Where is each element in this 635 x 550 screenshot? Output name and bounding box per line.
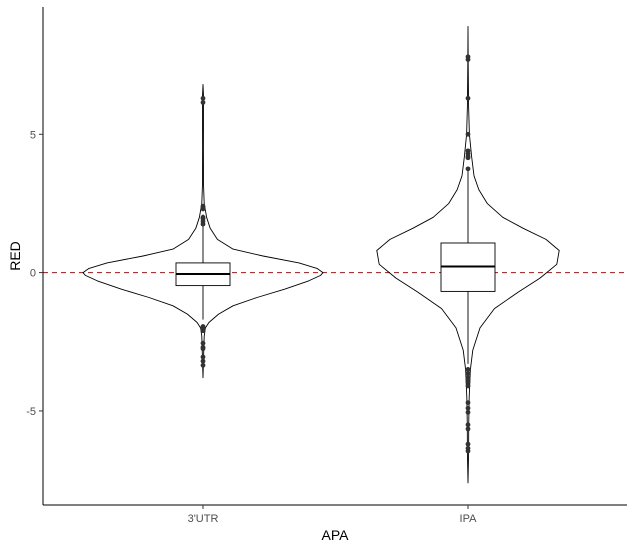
outlier-point bbox=[465, 155, 471, 161]
outlier-point bbox=[465, 57, 471, 62]
outlier-point bbox=[200, 100, 206, 105]
outlier-point bbox=[465, 95, 471, 101]
outlier-point bbox=[465, 131, 471, 137]
outlier-point bbox=[465, 379, 471, 385]
outlier-point bbox=[465, 448, 471, 454]
outlier-point bbox=[200, 354, 206, 360]
outlier-point bbox=[200, 340, 206, 346]
x-tick-label: 3'UTR bbox=[188, 513, 219, 525]
violin-group-1 bbox=[82, 84, 324, 379]
plot-area bbox=[43, 25, 627, 484]
outlier-point bbox=[465, 371, 471, 376]
y-tick-label: 5 bbox=[30, 129, 36, 141]
y-tick-label: 0 bbox=[30, 268, 36, 280]
violin-outline bbox=[376, 25, 560, 484]
outlier-point bbox=[465, 422, 471, 428]
outlier-point bbox=[465, 426, 471, 432]
violin-group-2 bbox=[376, 25, 560, 484]
axes: 3'UTR IPA -5 0 5 bbox=[26, 7, 627, 525]
outlier-point bbox=[465, 441, 471, 447]
outlier-point bbox=[200, 362, 206, 368]
outlier-point bbox=[465, 405, 471, 411]
y-axis-title: RED bbox=[7, 241, 23, 271]
outlier-point bbox=[200, 206, 206, 212]
x-axis-title: APA bbox=[322, 527, 350, 543]
x-tick-label: IPA bbox=[460, 513, 478, 525]
outlier-point bbox=[465, 383, 471, 389]
outlier-point bbox=[465, 409, 471, 415]
violin-outline bbox=[82, 84, 324, 379]
outlier-point bbox=[465, 367, 471, 372]
outlier-point bbox=[200, 95, 206, 101]
outlier-point bbox=[200, 221, 206, 227]
outlier-point bbox=[200, 346, 206, 352]
outlier-point bbox=[465, 400, 471, 406]
outlier-point bbox=[200, 358, 206, 364]
y-tick-label: -5 bbox=[26, 406, 36, 418]
outlier-point bbox=[200, 328, 206, 334]
outlier-point bbox=[465, 166, 471, 172]
outlier-point bbox=[465, 375, 471, 381]
